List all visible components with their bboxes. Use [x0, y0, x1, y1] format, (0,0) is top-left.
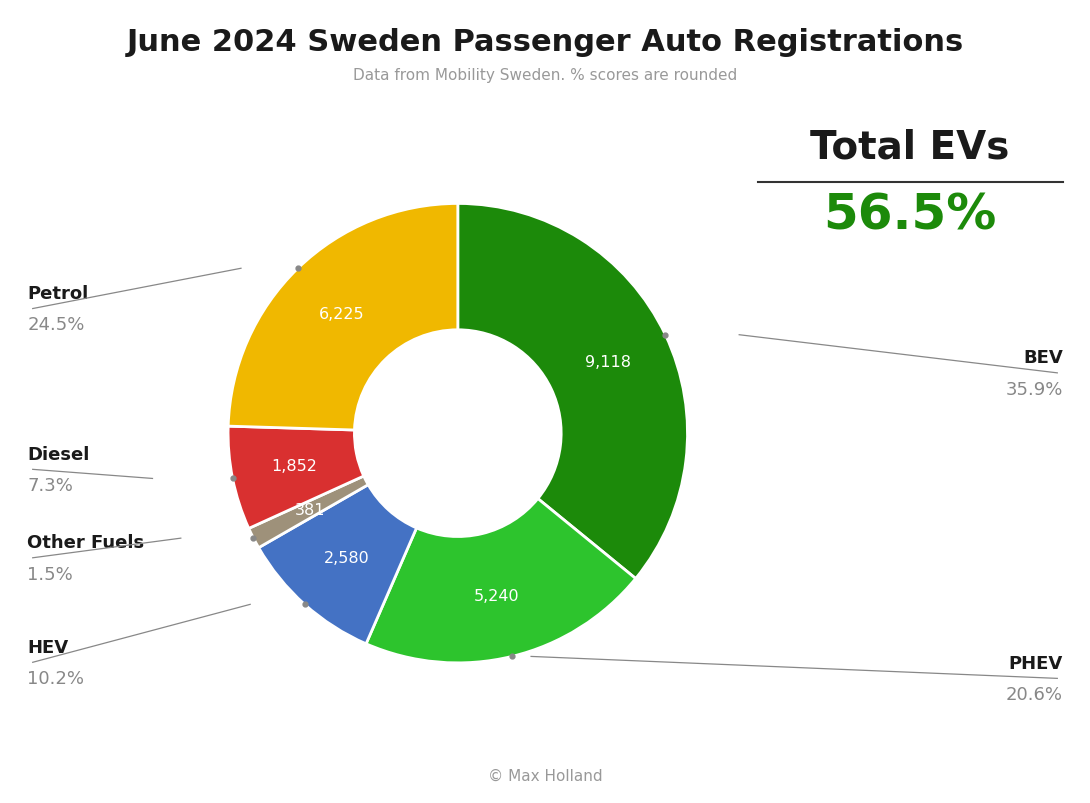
Text: 6,225: 6,225 — [319, 307, 365, 322]
Text: 20.6%: 20.6% — [1006, 685, 1063, 703]
Text: HEV: HEV — [27, 638, 69, 656]
Wedge shape — [258, 485, 416, 644]
Text: Petrol: Petrol — [27, 284, 88, 303]
Wedge shape — [249, 476, 368, 548]
Text: BEV: BEV — [1024, 349, 1063, 367]
Text: 35.9%: 35.9% — [1005, 380, 1063, 398]
Text: June 2024 Sweden Passenger Auto Registrations: June 2024 Sweden Passenger Auto Registra… — [126, 28, 964, 57]
Text: 5,240: 5,240 — [474, 588, 520, 603]
Wedge shape — [366, 499, 635, 663]
Text: 1.5%: 1.5% — [27, 565, 73, 583]
Text: Other Fuels: Other Fuels — [27, 533, 144, 552]
Text: 1,852: 1,852 — [271, 459, 317, 474]
Text: 10.2%: 10.2% — [27, 669, 84, 687]
Text: 7.3%: 7.3% — [27, 476, 73, 495]
Wedge shape — [228, 426, 364, 528]
Text: © Max Holland: © Max Holland — [487, 768, 603, 783]
Text: 381: 381 — [294, 502, 325, 517]
Text: Data from Mobility Sweden. % scores are rounded: Data from Mobility Sweden. % scores are … — [353, 68, 737, 84]
Text: PHEV: PHEV — [1008, 654, 1063, 672]
Text: Total EVs: Total EVs — [811, 128, 1009, 166]
Wedge shape — [228, 204, 458, 430]
Wedge shape — [458, 204, 688, 579]
Text: 2,580: 2,580 — [324, 550, 370, 565]
Text: 56.5%: 56.5% — [823, 191, 997, 239]
Text: Diesel: Diesel — [27, 445, 89, 463]
Text: 24.5%: 24.5% — [27, 316, 85, 334]
Text: 9,118: 9,118 — [585, 355, 631, 370]
